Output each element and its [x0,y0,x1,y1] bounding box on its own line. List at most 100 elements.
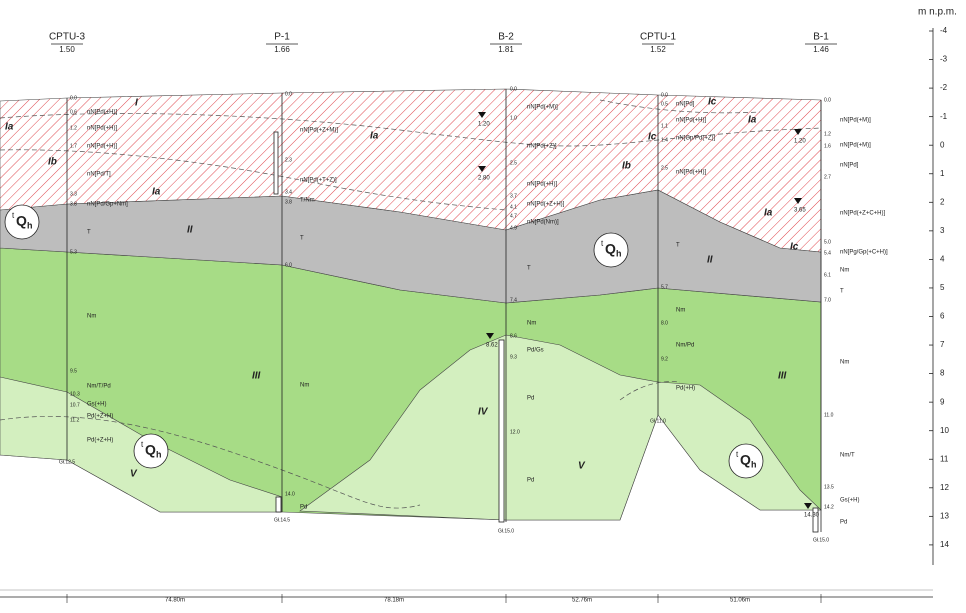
depth-label: 10.3 [70,391,80,397]
water-level [804,503,812,509]
soil-label: Nm [87,314,96,320]
distance-label: 74.80m [165,598,185,604]
age-circle [133,433,169,469]
depth-tick-label: 10 [940,426,949,435]
soil-label: T [87,230,91,236]
depth-tick-label: 11 [940,454,949,463]
age-sup: t [736,450,739,459]
depth-tick-label: 14 [940,540,949,549]
soil-label: Pd [527,478,534,484]
depth-label: 8.0 [661,320,668,326]
age-sup: t [141,440,144,449]
depth-label: 5.0 [824,239,831,245]
casing [812,507,819,533]
soil-label: Pd [840,520,847,526]
soil-label: nN[Pd] [676,102,695,108]
depth-tick-label: 1 [940,169,945,178]
depth-label: 2.5 [510,160,517,166]
zone-label: Ia [370,131,379,142]
soil-label: nN[Pg/Gp(+C+H)] [840,250,888,256]
water-level [794,129,802,135]
soil-label: nN[Pd(+H)] [676,118,707,124]
layer-light-green-right [299,334,822,521]
soil-label: nN[Pd(+T+Z)] [300,178,337,184]
borehole-name: B-1 [813,32,829,43]
depth-label: 5.4 [824,250,831,256]
depth-label: 3.8 [70,201,77,207]
depth-label: 2.5 [661,165,668,171]
soil-label: Pd(+H) [676,386,695,392]
depth-label: 1.6 [824,143,831,149]
depth-label: 0.0 [510,86,517,92]
zone-label: Ia [764,208,773,219]
borehole-bottom: Gł.12.5 [59,459,75,465]
age-base: Q [740,452,751,468]
depth-label: 5.3 [70,249,77,255]
depth-tick-label: 0 [940,140,945,149]
depth-tick-label: 7 [940,340,945,349]
unit-label: m n.p.m. [918,7,957,18]
soil-label: T [300,236,304,242]
depth-label: 0.0 [285,91,292,97]
age-base: Q [145,442,156,458]
depth-tick-label: -2 [940,83,948,92]
casing [275,496,282,513]
soil-label: nN[Pd(+M)] [840,118,871,124]
soil-label: nN[Pd(+Z)] [527,144,557,150]
soil-label: nN[Pd(+H)] [87,110,118,116]
soil-label: T [527,266,531,272]
depth-label: 12.0 [510,429,520,435]
borehole-lines [66,89,822,533]
depth-label: 3.4 [285,189,292,195]
zone-label: Ic [648,132,657,143]
soil-label: Pd [527,396,534,402]
zone-label: Ia [748,115,757,126]
soil-label: Nm/T [840,453,855,459]
depth-tick-label: -3 [940,55,948,64]
soil-label: nN[Gp/Pd(+Z)] [676,136,716,142]
soil-label: Pd(+Z+H) [87,438,113,444]
zone-label: IV [478,407,489,418]
dashed-boundary [0,416,421,509]
depth-label: 1.7 [70,143,77,149]
age-sup: t [12,211,15,220]
age-sub: h [27,220,33,230]
soil-label: T/Nm [300,198,315,204]
depth-label: 4.7 [510,213,517,219]
depth-label: 9.2 [661,356,668,362]
depth-label: 2.7 [824,174,831,180]
depth-tick-label: 2 [940,197,945,206]
depth-label: 9.3 [510,354,517,360]
depth-label: 4.9 [510,225,517,231]
soil-label: nN[Pd(+H)] [676,170,707,176]
soil-label: Pd(+Z+H) [87,414,113,420]
depth-tick-label: -4 [940,26,948,35]
age-circle [593,232,629,268]
age-circle [4,204,40,240]
soil-label: Nm [840,360,849,366]
soil-label: Pd [300,505,307,511]
dashed-boundary [619,381,681,401]
depth-label: 0.0 [70,95,77,101]
depth-label: 1.2 [824,131,831,137]
zone-label: Ic [790,242,799,253]
depth-label: 0.5 [661,101,668,107]
age-circle [728,443,764,479]
zone-label: V [130,469,138,480]
depth-tick-label: 12 [940,483,949,492]
borehole-bottom: Gł.14.5 [274,517,290,523]
boundaries [0,99,822,509]
distance-label: 78.18m [384,598,404,604]
soil-label: Gs(+H) [840,498,860,504]
water-label: 1.20 [794,139,806,145]
zone-label: II [187,225,193,236]
soil-label: Nm/T/Pd [87,384,111,390]
depth-label: 4.1 [510,204,517,210]
water-label: 1.20 [478,122,490,128]
zone-label: Ic [708,97,717,108]
depth-label: 3.3 [70,191,77,197]
soil-label: nN[Pd] [840,163,859,169]
borehole-name: CPTU-1 [640,32,677,43]
depth-label: 11.2 [70,417,80,423]
